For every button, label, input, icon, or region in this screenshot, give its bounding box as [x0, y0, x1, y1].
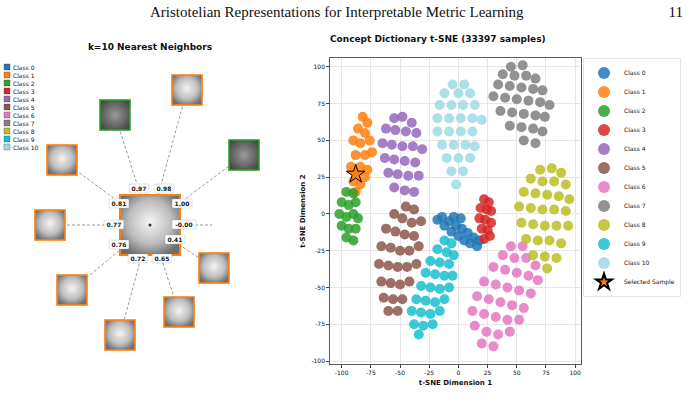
svg-text:Class 0: Class 0: [13, 64, 35, 71]
svg-text:Class 10: Class 10: [13, 144, 39, 151]
svg-text:-0.00: -0.00: [175, 221, 192, 228]
svg-text:Class 5: Class 5: [13, 104, 35, 111]
svg-text:0.41: 0.41: [168, 236, 183, 243]
svg-text:Class 4: Class 4: [13, 96, 35, 103]
svg-text:25: 25: [317, 173, 325, 180]
svg-text:Class 8: Class 8: [13, 128, 35, 135]
svg-text:Class 3: Class 3: [13, 88, 35, 95]
svg-text:0.97: 0.97: [132, 185, 147, 192]
svg-text:0: 0: [457, 369, 461, 376]
svg-text:-75: -75: [366, 369, 376, 376]
svg-text:50: 50: [317, 136, 325, 143]
svg-text:50: 50: [513, 369, 521, 376]
svg-text:Class 1: Class 1: [13, 72, 35, 79]
svg-text:-50: -50: [315, 284, 325, 291]
svg-text:0.72: 0.72: [131, 255, 146, 262]
svg-text:Class 6: Class 6: [13, 112, 35, 119]
svg-text:-75: -75: [315, 320, 325, 327]
svg-text:1.00: 1.00: [175, 200, 190, 207]
svg-text:0.81: 0.81: [112, 200, 127, 207]
svg-text:0.65: 0.65: [155, 255, 170, 262]
svg-text:25: 25: [484, 369, 492, 376]
svg-text:-100: -100: [311, 357, 325, 364]
svg-text:k=10 Nearest Neighbors: k=10 Nearest Neighbors: [88, 42, 212, 52]
svg-text:-100: -100: [335, 369, 349, 376]
svg-text:-25: -25: [315, 247, 325, 254]
svg-text:Class 8: Class 8: [624, 221, 646, 228]
svg-text:t-SNE Dimension 1: t-SNE Dimension 1: [419, 379, 492, 387]
svg-text:Selected Sample: Selected Sample: [624, 278, 675, 286]
svg-text:Class 4: Class 4: [624, 145, 646, 152]
svg-text:Class 7: Class 7: [13, 120, 35, 127]
svg-text:75: 75: [317, 100, 325, 107]
svg-text:0.77: 0.77: [107, 221, 122, 228]
svg-text:0.76: 0.76: [112, 241, 127, 248]
svg-text:Class 1: Class 1: [624, 88, 646, 95]
svg-text:Class 7: Class 7: [624, 202, 646, 209]
svg-text:Class 2: Class 2: [13, 80, 35, 87]
svg-text:Class 2: Class 2: [624, 107, 646, 114]
svg-text:-25: -25: [424, 369, 434, 376]
svg-text:-50: -50: [395, 369, 405, 376]
svg-text:Class 10: Class 10: [624, 259, 650, 266]
svg-text:Class 9: Class 9: [13, 136, 35, 143]
svg-text:0.98: 0.98: [157, 185, 172, 192]
svg-text:0: 0: [321, 210, 325, 217]
svg-text:Class 0: Class 0: [624, 69, 646, 76]
svg-text:Concept Dictionary t-SNE (3339: Concept Dictionary t-SNE (33397 samples): [330, 34, 546, 44]
svg-text:100: 100: [314, 63, 326, 70]
svg-text:Class 5: Class 5: [624, 164, 646, 171]
svg-text:Class 6: Class 6: [624, 183, 646, 190]
svg-text:Class 9: Class 9: [624, 240, 646, 247]
html-text:Aristotelian Representations f: Aristotelian Representations for Interpr…: [150, 4, 524, 20]
svg-text:75: 75: [542, 369, 550, 376]
svg-text:Class 3: Class 3: [624, 126, 646, 133]
svg-text:t-SNE Dimension 2: t-SNE Dimension 2: [299, 174, 307, 247]
html-text:11: 11: [668, 4, 683, 20]
svg-text:100: 100: [569, 369, 581, 376]
